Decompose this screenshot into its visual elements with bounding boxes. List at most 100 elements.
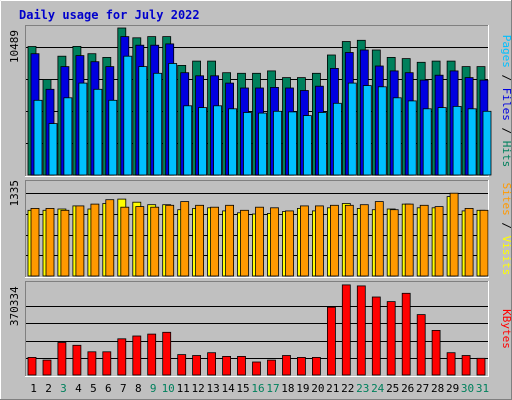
y-tick-label: 1335 — [8, 180, 21, 207]
bar-pages — [437, 107, 447, 176]
x-tick-label: 30 — [461, 382, 474, 395]
x-tick-label: 27 — [416, 382, 429, 395]
bar-kbytes — [416, 314, 426, 376]
bar-sites — [344, 204, 354, 277]
bar-sites — [150, 206, 160, 277]
bar-sites — [60, 209, 70, 277]
bar-kbytes — [132, 335, 142, 376]
x-tick-label: 1 — [30, 382, 37, 395]
bar-sites — [404, 203, 414, 277]
x-tick-label: 22 — [341, 382, 354, 395]
x-tick-label: 26 — [401, 382, 414, 395]
legend-entry: Hits — [500, 141, 512, 168]
bar-pages — [63, 97, 73, 176]
bar-sites — [105, 199, 115, 277]
legend-entry: / — [500, 216, 512, 236]
bar-sites — [135, 206, 145, 277]
x-tick-label: 12 — [191, 382, 204, 395]
bar-pages — [347, 82, 357, 176]
x-tick-label: 31 — [476, 382, 489, 395]
bar-pages — [422, 108, 432, 176]
bar-sites — [314, 205, 324, 277]
panel-usage: 10489 Pages / Files / Hits — [8, 25, 512, 177]
bar-kbytes — [356, 285, 366, 376]
bar-sites — [434, 206, 444, 277]
x-tick-label: 4 — [75, 382, 82, 395]
bar-pages — [228, 108, 238, 176]
bar-pages — [198, 107, 208, 176]
bar-kbytes — [296, 356, 306, 376]
bar-sites — [285, 210, 294, 277]
panel-legend-label: Sites / Visits — [500, 183, 512, 276]
bar-pages — [407, 100, 417, 176]
bar-pages — [362, 85, 372, 176]
legend-entry: Pages — [500, 35, 512, 68]
bar-sites — [195, 204, 205, 277]
x-tick-label: 24 — [371, 382, 385, 395]
bar-kbytes — [282, 355, 291, 376]
bar-kbytes — [431, 329, 441, 376]
bar-sites — [419, 204, 429, 277]
bar-kbytes — [147, 333, 157, 376]
bar-pages — [482, 110, 492, 176]
bar-pages — [108, 99, 118, 176]
bar-kbytes — [192, 355, 202, 376]
panel-area — [25, 281, 489, 377]
x-tick-label: 29 — [446, 382, 459, 395]
bar-pages — [392, 97, 402, 176]
bar-kbytes — [476, 357, 486, 376]
bar-kbytes — [162, 331, 172, 376]
x-tick-label: 10 — [162, 382, 175, 395]
legend-entry: Visits — [500, 236, 512, 276]
bar-pages — [48, 123, 58, 176]
bar-sites — [359, 204, 369, 277]
bar-pages — [467, 108, 477, 176]
bar-kbytes — [207, 352, 217, 376]
bar-pages — [168, 63, 178, 176]
x-tick-label: 8 — [135, 382, 142, 395]
bar-sites — [449, 192, 459, 277]
x-tick-label: 14 — [221, 382, 235, 395]
bar-pages — [93, 88, 103, 176]
y-tick-label: 370334 — [8, 286, 21, 326]
legend-entry: Files — [500, 88, 512, 121]
bar-kbytes — [87, 351, 97, 376]
x-axis-tick-labels: 1 2 3 4 5 6 7 8 9 10 11 12 13 14 15 16 17 18 19 20 21 22 23 24 2… — [30, 382, 489, 395]
bar-sites — [299, 205, 309, 277]
bar-sites — [30, 207, 40, 277]
x-tick-label: 2 — [45, 382, 52, 395]
bar-sites — [180, 201, 190, 277]
bar-sites — [255, 206, 264, 277]
x-tick-label: 19 — [296, 382, 309, 395]
bar-kbytes — [57, 342, 67, 376]
x-tick-label: 28 — [431, 382, 444, 395]
panel-legend-label: KBytes — [500, 309, 512, 349]
bar-kbytes — [237, 355, 246, 376]
bar-pages — [302, 115, 312, 176]
x-tick-label: 9 — [150, 382, 157, 395]
bar-pages — [452, 106, 462, 176]
bar-pages — [317, 112, 327, 176]
x-tick-label: 7 — [120, 382, 127, 395]
bar-pages — [288, 111, 297, 176]
bar-sites — [45, 207, 55, 277]
y-tick-label: 10489 — [8, 30, 21, 63]
x-tick-label: 23 — [356, 382, 369, 395]
bar-pages — [332, 102, 342, 176]
bar-sites — [464, 207, 474, 277]
legend-entry: Sites — [500, 183, 512, 216]
legend-entry: KBytes — [500, 309, 512, 349]
bar-sites — [120, 206, 130, 277]
bar-pages — [78, 82, 88, 176]
x-tick-label: 5 — [90, 382, 97, 395]
bar-kbytes — [72, 344, 82, 376]
bar-sites — [210, 206, 220, 277]
bar-kbytes — [252, 361, 261, 376]
bar-pages — [33, 99, 43, 176]
x-tick-label: 25 — [386, 382, 399, 395]
bar-pages — [183, 105, 193, 176]
bar-sites — [479, 209, 489, 277]
bar-kbytes — [371, 296, 381, 376]
panel-visits: 1335 Sites / Visits — [8, 180, 512, 278]
